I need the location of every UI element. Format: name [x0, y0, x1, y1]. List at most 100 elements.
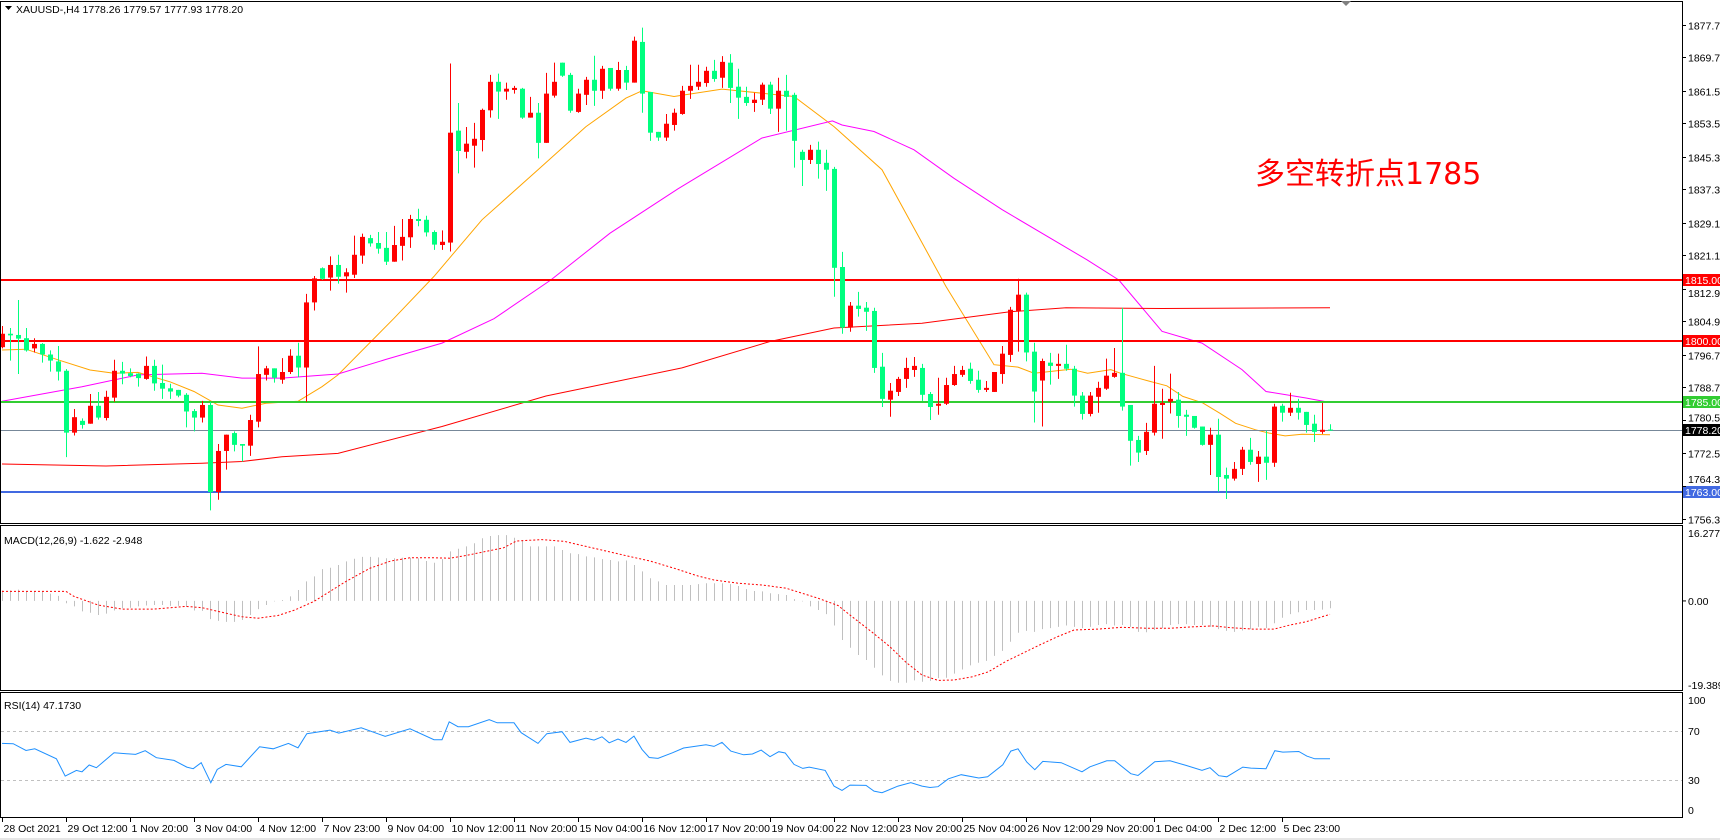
candle[interactable] — [1072, 365, 1077, 407]
macd-panel[interactable] — [2, 535, 1331, 683]
candle[interactable] — [976, 370, 981, 393]
candle[interactable] — [16, 299, 21, 375]
candle[interactable] — [776, 77, 781, 132]
candle[interactable] — [432, 230, 437, 250]
candle[interactable] — [784, 74, 789, 131]
candle[interactable] — [208, 401, 213, 511]
candle[interactable] — [304, 293, 309, 402]
candle[interactable] — [72, 409, 77, 436]
candle[interactable] — [48, 350, 53, 372]
main-price-panel[interactable] — [0, 27, 1682, 511]
candle[interactable] — [488, 74, 493, 118]
candle[interactable] — [568, 72, 573, 113]
candle[interactable] — [1032, 342, 1037, 423]
candle[interactable] — [760, 82, 765, 106]
candle[interactable] — [736, 68, 741, 119]
candle[interactable] — [1296, 398, 1301, 420]
candle[interactable] — [440, 230, 445, 250]
candle[interactable] — [624, 65, 629, 90]
candle[interactable] — [312, 275, 317, 311]
candle[interactable] — [720, 56, 725, 88]
candle[interactable] — [160, 364, 165, 399]
candle[interactable] — [960, 365, 965, 377]
candle[interactable] — [808, 144, 813, 165]
candle[interactable] — [1008, 306, 1013, 362]
triangle-down-icon[interactable] — [5, 6, 12, 10]
candle[interactable] — [192, 409, 197, 432]
candle[interactable] — [1144, 422, 1149, 456]
candle[interactable] — [384, 231, 389, 265]
candle[interactable] — [520, 87, 525, 119]
candle[interactable] — [552, 62, 557, 98]
candle[interactable] — [1328, 424, 1333, 431]
candle[interactable] — [616, 61, 621, 91]
candle[interactable] — [1040, 358, 1045, 427]
candle[interactable] — [936, 377, 941, 415]
candle[interactable] — [504, 82, 509, 100]
candle[interactable] — [952, 365, 957, 386]
candle[interactable] — [1272, 403, 1277, 467]
candle[interactable] — [832, 166, 837, 297]
candle[interactable] — [800, 149, 805, 187]
candle[interactable] — [1120, 307, 1125, 411]
candle[interactable] — [1216, 418, 1221, 492]
candle[interactable] — [496, 73, 501, 119]
candle[interactable] — [896, 376, 901, 397]
candle[interactable] — [1248, 437, 1253, 465]
candle[interactable] — [328, 256, 333, 291]
candle[interactable] — [136, 373, 141, 387]
candle[interactable] — [600, 65, 605, 99]
candle[interactable] — [728, 54, 733, 103]
candle[interactable] — [512, 85, 517, 94]
candle[interactable] — [272, 368, 277, 383]
candle[interactable] — [0, 326, 5, 349]
candle[interactable] — [544, 72, 549, 143]
candle[interactable] — [288, 349, 293, 375]
candle[interactable] — [1168, 373, 1173, 414]
candle[interactable] — [1208, 427, 1213, 475]
candle[interactable] — [1136, 435, 1141, 462]
candle[interactable] — [256, 346, 261, 428]
candle[interactable] — [168, 383, 173, 399]
candle[interactable] — [104, 390, 109, 421]
candle[interactable] — [408, 214, 413, 248]
candle[interactable] — [528, 96, 533, 118]
candle[interactable] — [128, 368, 133, 378]
candle[interactable] — [704, 66, 709, 87]
candle[interactable] — [968, 362, 973, 384]
candle[interactable] — [32, 338, 37, 353]
candle[interactable] — [1200, 426, 1205, 446]
candle[interactable] — [1232, 461, 1237, 481]
chart-shift-marker-icon[interactable] — [1341, 1, 1351, 6]
candle[interactable] — [240, 444, 245, 462]
candle[interactable] — [680, 85, 685, 115]
candle[interactable] — [944, 377, 949, 405]
candle[interactable] — [88, 393, 93, 424]
macd-signal-line[interactable] — [2, 539, 1331, 681]
candle[interactable] — [40, 343, 45, 363]
candle[interactable] — [576, 88, 581, 113]
candle[interactable] — [144, 356, 149, 380]
candle[interactable] — [264, 365, 269, 381]
candle[interactable] — [1264, 430, 1269, 480]
candle[interactable] — [1224, 467, 1229, 499]
candle[interactable] — [96, 391, 101, 420]
candle[interactable] — [64, 369, 69, 458]
candle[interactable] — [248, 414, 253, 456]
candle[interactable] — [1312, 414, 1317, 443]
candle[interactable] — [56, 345, 61, 381]
candle[interactable] — [712, 59, 717, 82]
candle[interactable] — [1104, 358, 1109, 390]
candle[interactable] — [280, 358, 285, 384]
candle[interactable] — [416, 208, 421, 227]
candle[interactable] — [1080, 391, 1085, 420]
candle[interactable] — [592, 55, 597, 106]
candle[interactable] — [1056, 353, 1061, 379]
candle[interactable] — [480, 108, 485, 152]
candle[interactable] — [352, 235, 357, 278]
candle[interactable] — [472, 122, 477, 168]
candle[interactable] — [456, 102, 461, 174]
candle[interactable] — [768, 81, 773, 114]
candle[interactable] — [80, 418, 85, 429]
candle[interactable] — [1160, 388, 1165, 439]
